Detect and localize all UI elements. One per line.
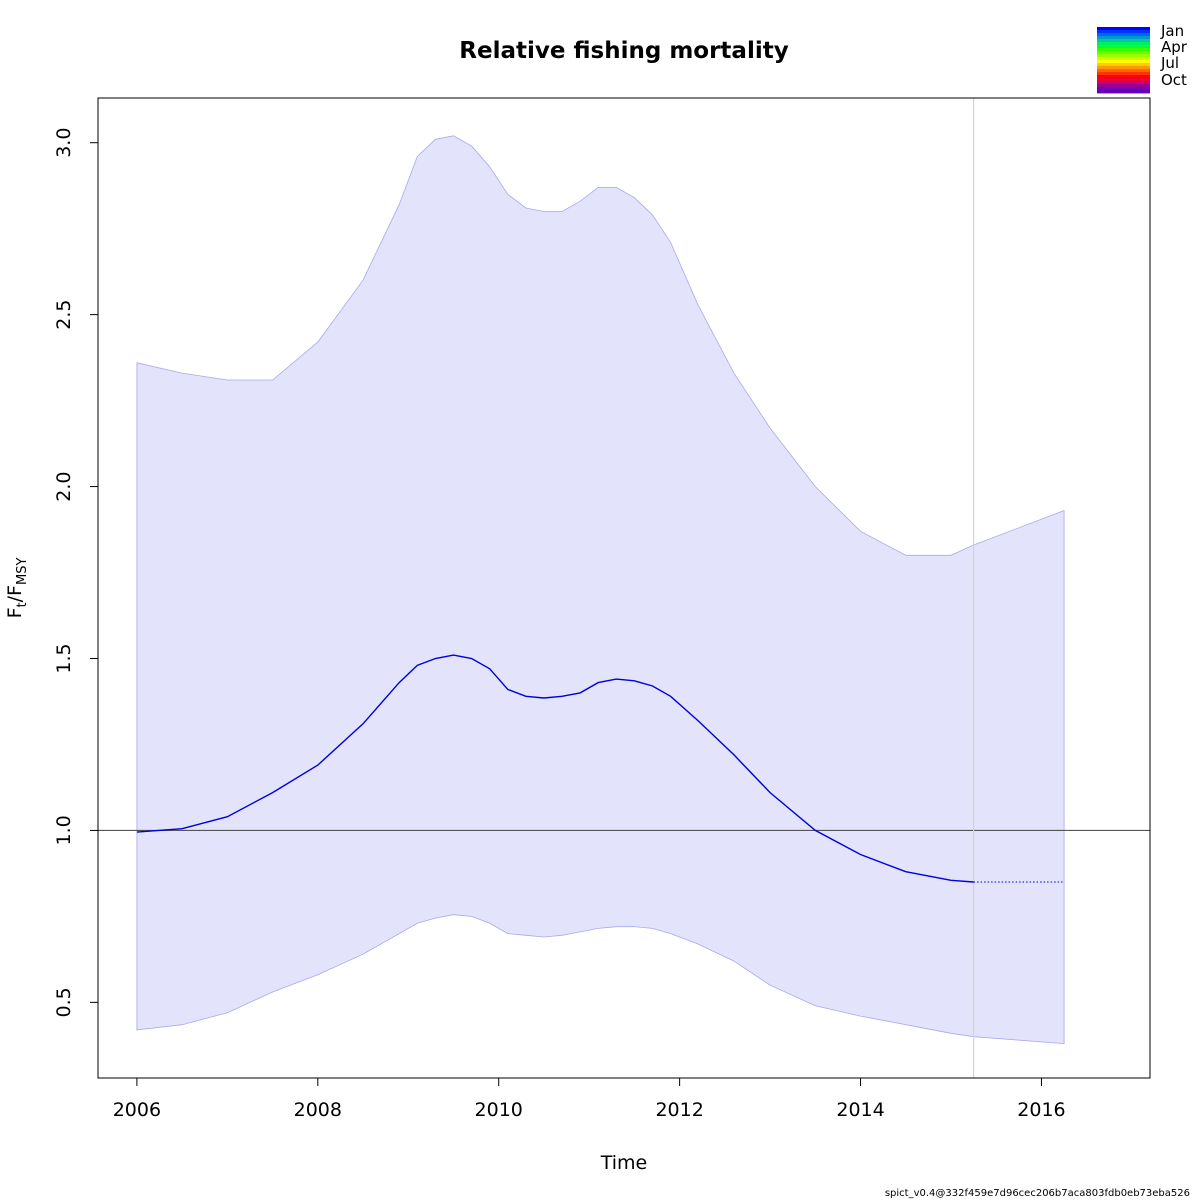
- y-axis-label: Ft/FMSY: [4, 558, 30, 619]
- legend-swatch-11: [1097, 60, 1150, 64]
- y-tick-label-0.5: 0.5: [53, 987, 75, 1017]
- legend-swatch-12: [1097, 63, 1150, 67]
- plot-area: [98, 98, 1150, 1078]
- legend-label-jul: Jul: [1160, 54, 1179, 72]
- legend-label-oct: Oct: [1161, 71, 1187, 89]
- y-tick-label-2.5: 2.5: [53, 299, 75, 329]
- legend-label-apr: Apr: [1161, 38, 1188, 56]
- y-label-sub2: MSY: [15, 558, 30, 585]
- legend-swatch-19: [1097, 84, 1150, 88]
- y-tick-label-1.0: 1.0: [53, 815, 75, 845]
- x-tick-label-2014: 2014: [836, 1099, 884, 1121]
- chart-title: Relative fishing mortality: [459, 38, 788, 64]
- legend-swatch-4: [1097, 39, 1150, 43]
- x-tick-label-2006: 2006: [113, 1099, 161, 1121]
- y-tick-label-2.0: 2.0: [53, 471, 75, 501]
- plot-content: [98, 98, 1150, 1078]
- x-tick-label-2010: 2010: [475, 1099, 523, 1121]
- x-axis-label: Time: [600, 1152, 648, 1174]
- x-tick-label-2016: 2016: [1017, 1099, 1065, 1121]
- x-tick-label-2008: 2008: [294, 1099, 342, 1121]
- legend-swatch-13: [1097, 66, 1150, 70]
- legend-swatch-7: [1097, 48, 1150, 52]
- legend-swatch-2: [1097, 33, 1150, 37]
- y-tick-label-1.5: 1.5: [53, 643, 75, 673]
- legend-swatch-16: [1097, 75, 1150, 79]
- y-label-sub1: t: [15, 602, 30, 607]
- version-footer: spict_v0.4@332f459e7d96cec206b7aca803fdb…: [885, 1188, 1190, 1199]
- y-label-main: F: [4, 607, 26, 618]
- legend-swatch-8: [1097, 51, 1150, 55]
- legend-swatch-0: [1097, 27, 1150, 31]
- legend-swatch-1: [1097, 30, 1150, 34]
- legend-swatch-6: [1097, 45, 1150, 49]
- legend-swatch-21: [1097, 90, 1150, 94]
- legend-swatch-20: [1097, 87, 1150, 91]
- x-axis: 2006 2008 2010 2012 2014 2016: [113, 1078, 1066, 1121]
- y-label-sep: /F: [4, 585, 26, 602]
- series-line-estimate: [136, 654, 974, 883]
- legend-swatch-17: [1097, 78, 1150, 82]
- y-tick-label-3.0: 3.0: [53, 128, 75, 158]
- legend-swatch-3: [1097, 36, 1150, 40]
- x-tick-label-2012: 2012: [655, 1099, 703, 1121]
- y-axis: 0.5 1.0 1.5 2.0 2.5 3.0: [53, 128, 98, 1018]
- confidence-band: [136, 135, 1065, 1045]
- legend-swatch-15: [1097, 72, 1150, 76]
- plot-frame: [97, 97, 1151, 1079]
- legend-swatch-18: [1097, 81, 1150, 85]
- legend-swatch-5: [1097, 42, 1150, 46]
- legend-label-jan: Jan: [1160, 22, 1184, 40]
- legend-swatch-9: [1097, 54, 1150, 58]
- legend-swatch-10: [1097, 57, 1150, 61]
- legend-swatch-14: [1097, 69, 1150, 73]
